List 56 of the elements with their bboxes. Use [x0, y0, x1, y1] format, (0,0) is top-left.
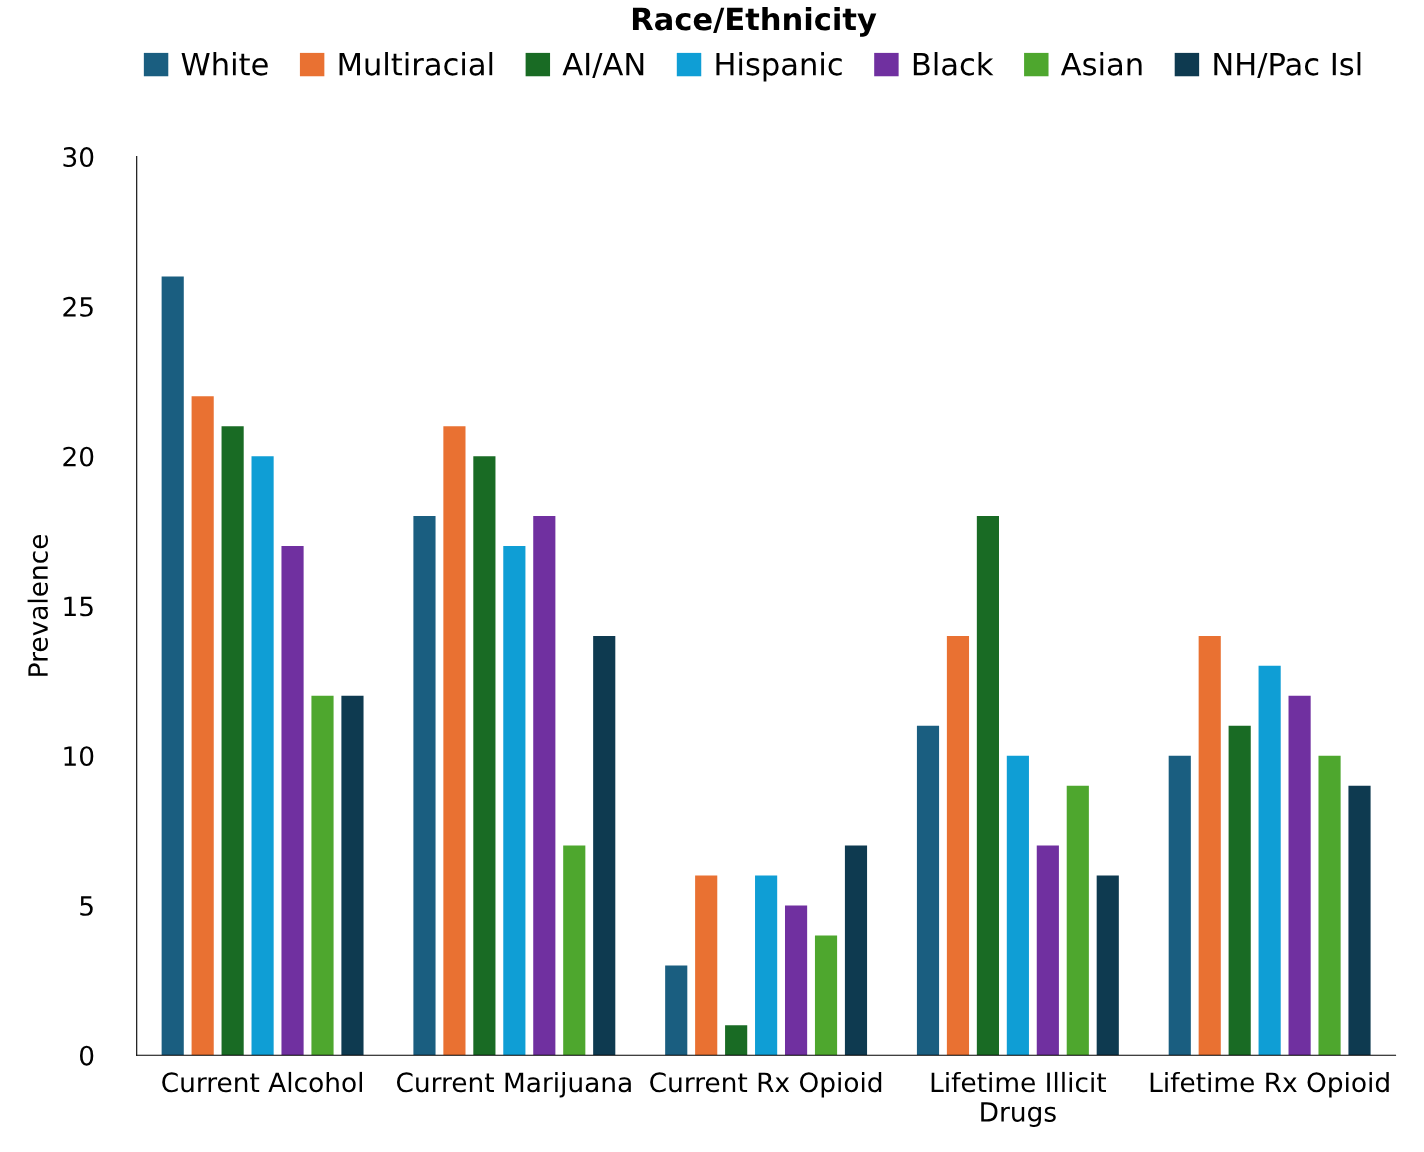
bar [946, 635, 970, 1056]
y-axis-title: Prevalence [27, 534, 49, 676]
bar [844, 845, 868, 1056]
legend-label: Black [913, 51, 994, 76]
bar [1318, 755, 1341, 1056]
x-tick-label: Current Marijuana [396, 1071, 631, 1098]
bar [1348, 785, 1371, 1056]
bar [503, 546, 526, 1056]
bar [1168, 755, 1191, 1056]
bar [1228, 725, 1251, 1056]
bar [1288, 695, 1311, 1056]
bar [473, 456, 496, 1056]
x-tick-label: Current Rx Opioid [650, 1071, 882, 1098]
x-tick-label: Current Alcohol [162, 1071, 362, 1093]
bar [443, 426, 466, 1056]
y-tick-label: 20 [63, 446, 94, 467]
bar [341, 695, 364, 1056]
bar [191, 396, 214, 1056]
bar [161, 276, 184, 1056]
bar [695, 875, 718, 1056]
bar [251, 456, 274, 1056]
legend-label: NH/Pac Isl [1214, 51, 1361, 79]
legend-label: AI/AN [562, 52, 644, 79]
y-tick-label: 15 [64, 596, 93, 617]
x-tick-label: Lifetime Illicit Drugs [931, 1071, 1107, 1127]
y-tick-label: 10 [64, 746, 94, 767]
bar [1096, 875, 1119, 1056]
bar [814, 935, 838, 1056]
legend-label: Asian [1060, 51, 1142, 76]
legend-label: Hispanic [716, 51, 842, 82]
bar [533, 516, 556, 1056]
bar [755, 875, 778, 1056]
bar [784, 905, 808, 1056]
legend-title: Race/Ethnicity [632, 6, 877, 37]
x-tick-label: Lifetime Rx Opioid [1150, 1071, 1389, 1098]
bar [413, 516, 436, 1056]
bar [665, 965, 688, 1056]
bar [221, 426, 244, 1056]
bar [916, 725, 940, 1056]
bar [563, 845, 586, 1056]
bar [1036, 845, 1059, 1056]
bar [1258, 665, 1281, 1056]
bar [593, 635, 616, 1056]
bar [1006, 755, 1029, 1056]
bar [1198, 635, 1221, 1056]
bar [311, 695, 334, 1056]
bar [281, 546, 304, 1056]
legend-label: White [181, 51, 268, 76]
bar [725, 1025, 748, 1056]
y-tick-label: 5 [80, 896, 93, 916]
bar [1066, 785, 1089, 1056]
y-tick-label: 25 [63, 296, 93, 317]
legend-label: Multiracial [339, 51, 493, 76]
bar [976, 516, 999, 1056]
y-tick-label: 0 [79, 1045, 94, 1066]
y-tick-label: 30 [63, 147, 94, 168]
